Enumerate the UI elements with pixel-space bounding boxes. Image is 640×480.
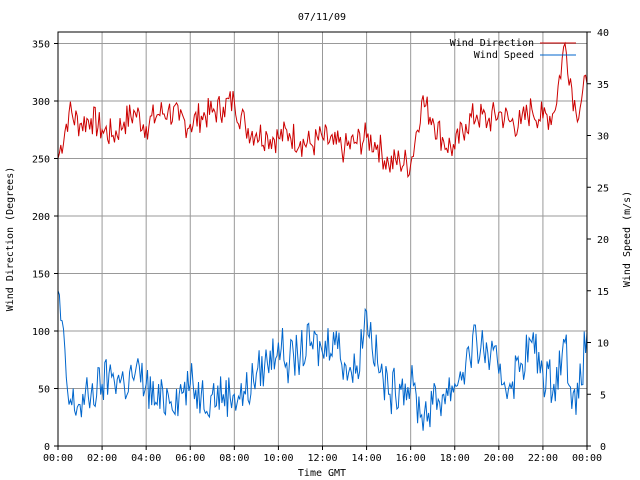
legend-label-wind-direction: Wind Direction bbox=[450, 38, 534, 49]
y-left-tick-label: 0 bbox=[44, 442, 50, 453]
legend: Wind Direction Wind Speed bbox=[450, 38, 576, 61]
y-left-tick-label: 250 bbox=[32, 155, 50, 166]
y-right-tick-label: 30 bbox=[597, 132, 609, 143]
y-right-tick-label: 40 bbox=[597, 28, 609, 39]
y-right-tick-label: 15 bbox=[597, 287, 609, 298]
y-right-tick-label: 25 bbox=[597, 183, 609, 194]
y-right-tick-label: 0 bbox=[600, 442, 606, 453]
y-left-tick-label: 150 bbox=[32, 270, 50, 281]
grid-layer bbox=[58, 32, 587, 446]
tick-layer: 00:00 02:00 04:00 06:00 08:00 10:00 12:00 14:00… bbox=[32, 28, 609, 464]
chart-title: 07/11/09 bbox=[298, 12, 346, 23]
series-layer bbox=[57, 41, 588, 431]
y-right-tick-label: 20 bbox=[597, 235, 609, 246]
x-tick-label: 18:00 bbox=[440, 453, 470, 464]
x-tick-label: 08:00 bbox=[219, 453, 249, 464]
y-right-tick-label: 10 bbox=[597, 339, 609, 350]
x-tick-label: 22:00 bbox=[528, 453, 558, 464]
y-left-tick-label: 50 bbox=[38, 385, 50, 396]
series-line-wind-direction bbox=[57, 41, 588, 179]
y-right-tick-label: 5 bbox=[600, 390, 606, 401]
y-right-tick-label: 35 bbox=[597, 80, 609, 91]
x-tick-label: 04:00 bbox=[131, 453, 161, 464]
x-tick-label: 16:00 bbox=[396, 453, 426, 464]
x-axis-label: Time GMT bbox=[298, 468, 346, 479]
y-axis-left-label: Wind Direction (Degrees) bbox=[5, 167, 16, 312]
y-left-tick-label: 100 bbox=[32, 327, 50, 338]
y-left-tick-label: 300 bbox=[32, 97, 50, 108]
x-tick-label: 14:00 bbox=[352, 453, 382, 464]
x-tick-label: 02:00 bbox=[87, 453, 117, 464]
x-tick-label: 06:00 bbox=[175, 453, 205, 464]
x-tick-label: 20:00 bbox=[484, 453, 514, 464]
legend-label-wind-speed: Wind Speed bbox=[474, 50, 534, 61]
y-left-tick-label: 350 bbox=[32, 40, 50, 51]
y-left-tick-label: 200 bbox=[32, 212, 50, 223]
series-line-wind-speed bbox=[57, 290, 588, 431]
x-tick-label: 10:00 bbox=[263, 453, 293, 464]
y-axis-right-label: Wind Speed (m/s) bbox=[622, 191, 633, 287]
x-tick-label: 12:00 bbox=[307, 453, 337, 464]
x-tick-label: 00:00 bbox=[572, 453, 602, 464]
x-tick-label: 00:00 bbox=[43, 453, 73, 464]
